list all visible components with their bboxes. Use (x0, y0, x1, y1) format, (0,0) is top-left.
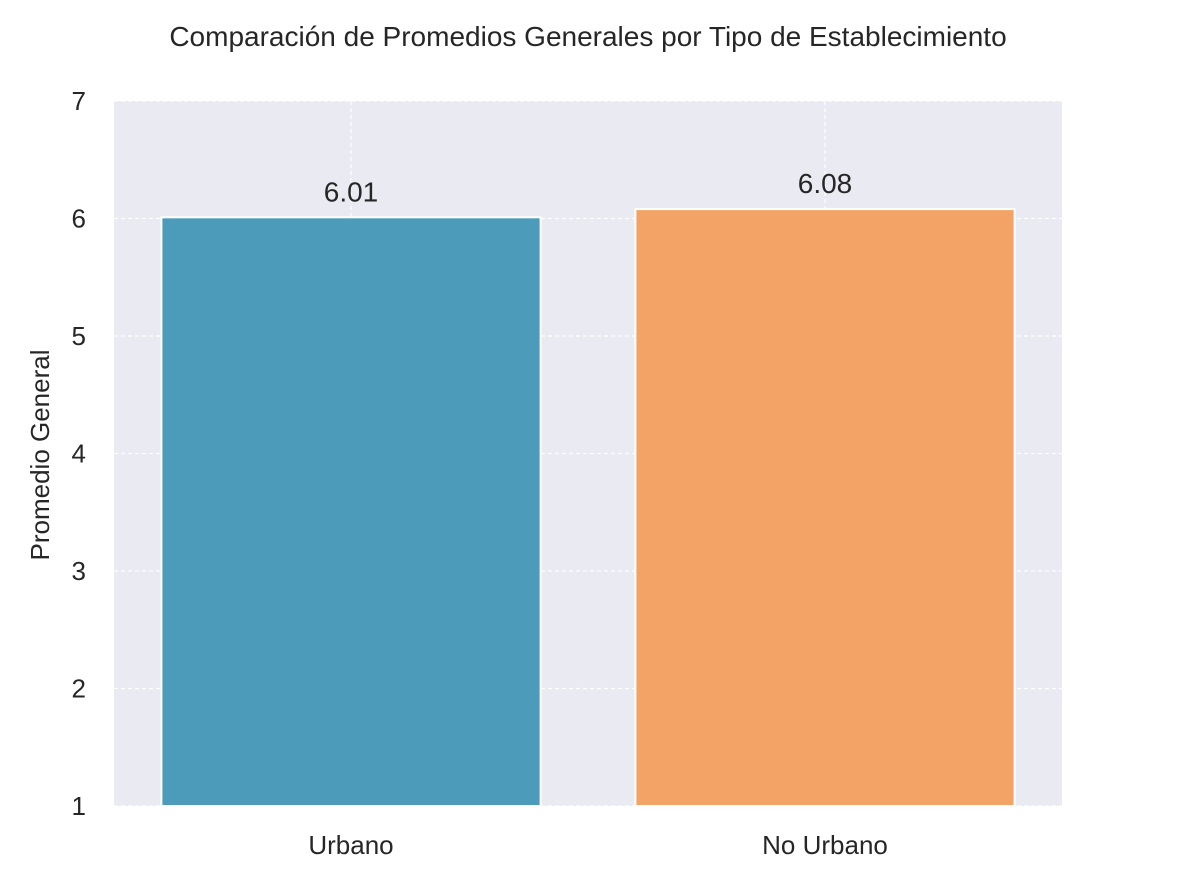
bars (160, 208, 1016, 808)
y-axis-label: Promedio General (25, 350, 55, 561)
y-tick-label: 3 (72, 556, 86, 586)
chart-title: Comparación de Promedios Generales por T… (169, 21, 1006, 52)
data-label: 6.01 (324, 176, 379, 207)
x-tick-label: Urbano (308, 830, 393, 860)
y-tick-label: 1 (72, 791, 86, 821)
y-tick-label: 6 (72, 204, 86, 234)
x-tick-label: No Urbano (762, 830, 888, 860)
x-axis-ticks: Urbano No Urbano (308, 830, 888, 860)
y-tick-label: 5 (72, 321, 86, 351)
bar-urbano (160, 216, 542, 807)
data-labels: 6.01 6.08 (324, 168, 853, 207)
y-tick-label: 2 (72, 674, 86, 704)
bar-no-urbano (634, 208, 1016, 808)
y-axis-ticks: 1 2 3 4 5 6 7 (72, 86, 86, 821)
data-label: 6.08 (798, 168, 853, 199)
y-tick-label: 4 (72, 439, 86, 469)
y-tick-label: 7 (72, 86, 86, 116)
